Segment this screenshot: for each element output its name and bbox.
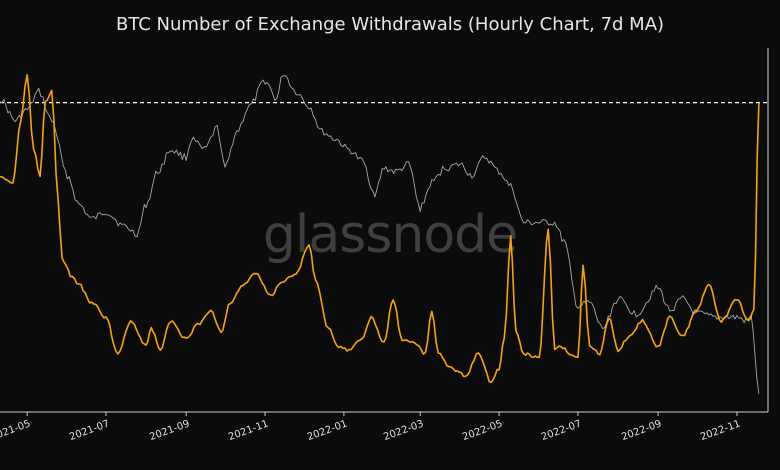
- chart-title: BTC Number of Exchange Withdrawals (Hour…: [115, 14, 665, 35]
- x-tick-label: 2022-11: [699, 418, 742, 443]
- x-tick-label: 2022-01: [306, 418, 349, 443]
- x-tick-label: 2022-03: [382, 418, 425, 443]
- x-tick-label: 2021-11: [227, 418, 270, 443]
- x-tick-label: 2022-07: [540, 418, 583, 443]
- orange-series-line: [0, 74, 760, 383]
- glassnode-watermark: glassnode: [262, 205, 518, 265]
- x-tick-label: 2022-05: [461, 418, 504, 443]
- x-tick-label: 2021-07: [68, 418, 111, 443]
- grey-series-line: [0, 75, 760, 394]
- x-tick-label: 2021-05: [0, 418, 32, 443]
- x-tick-label: 2021-09: [148, 418, 191, 443]
- x-tick-label: 2022-09: [620, 418, 663, 443]
